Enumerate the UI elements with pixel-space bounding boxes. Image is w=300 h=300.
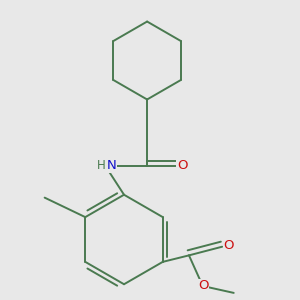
Text: H: H bbox=[97, 159, 105, 172]
Text: O: O bbox=[177, 159, 188, 172]
Text: N: N bbox=[107, 159, 117, 172]
Text: O: O bbox=[198, 279, 209, 292]
Text: O: O bbox=[223, 239, 234, 252]
